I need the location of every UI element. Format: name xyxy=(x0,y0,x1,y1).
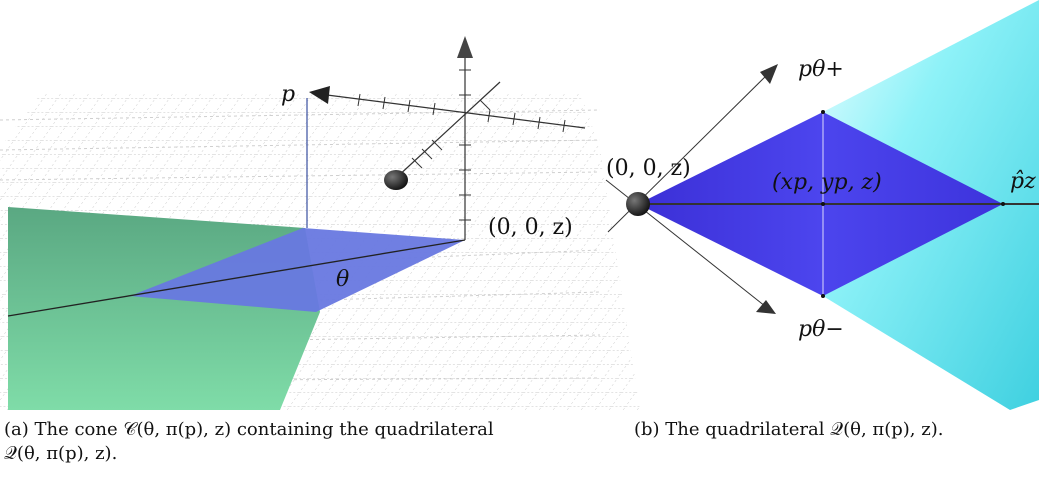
label-p: p xyxy=(281,82,295,107)
caption-b: (b) The quadrilateral 𝒬(θ, π(p), z). xyxy=(634,419,944,440)
label-p-hat: p̂z xyxy=(1010,169,1036,194)
axis-arrow-up-icon xyxy=(457,36,473,58)
label-p-minus: pθ− xyxy=(798,317,844,342)
axis-arrow-left-icon xyxy=(309,86,330,104)
arrow-upper-icon xyxy=(760,64,778,84)
panel-a: p (0, 0, z) θ xyxy=(0,36,640,410)
label-origin-a: (0, 0, z) xyxy=(488,215,573,240)
axes-3d xyxy=(326,48,586,240)
point-p-hat xyxy=(1001,202,1005,206)
label-p-plus: pθ+ xyxy=(798,57,844,82)
label-theta: θ xyxy=(336,267,349,292)
quadrilateral xyxy=(130,228,465,312)
arrow-lower-icon xyxy=(756,300,776,314)
point-p-minus xyxy=(821,294,825,298)
origin-ball-b-icon xyxy=(626,192,650,216)
ray-axis xyxy=(7,239,466,317)
label-origin-b: (0, 0, z) xyxy=(606,156,691,181)
label-center: (xp, yp, z) xyxy=(772,170,882,195)
point-p-plus xyxy=(821,110,825,114)
caption-a: (a) The cone 𝒞(θ, π(p), z) containing th… xyxy=(4,419,494,464)
point-center xyxy=(821,202,825,206)
panel-b: (0, 0, z) (xp, yp, z) pθ+ pθ− p̂z xyxy=(605,0,1039,410)
origin-ball-icon xyxy=(384,170,408,190)
grid-lines xyxy=(0,109,601,381)
